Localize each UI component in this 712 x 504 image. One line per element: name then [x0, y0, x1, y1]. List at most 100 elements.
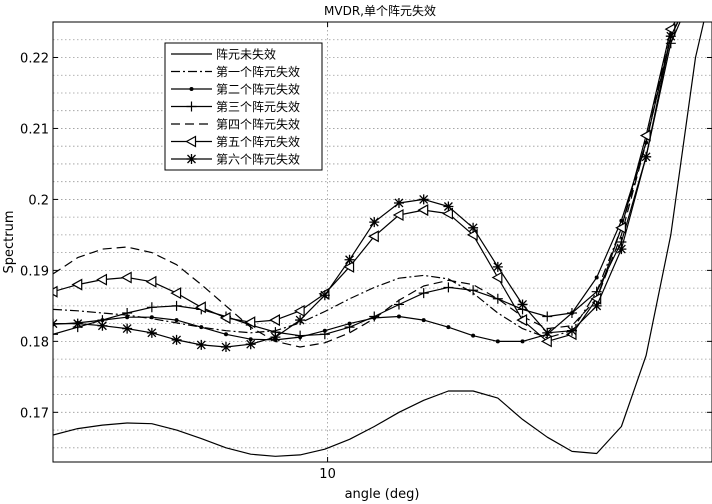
data-point — [96, 273, 108, 286]
data-point — [492, 293, 503, 304]
data-point — [619, 218, 624, 223]
legend-label: 第四个阵元失效 — [216, 117, 300, 132]
data-point — [270, 332, 281, 343]
data-point — [245, 339, 256, 350]
data-point — [468, 285, 479, 296]
data-point — [471, 333, 476, 338]
legend-label: 第三个阵元失效 — [216, 99, 300, 114]
data-point — [53, 329, 58, 340]
legend-entry: 第六个阵元失效 — [171, 152, 300, 167]
series-line — [53, 22, 679, 339]
legend-label: 第五个阵元失效 — [216, 134, 300, 149]
data-point — [591, 286, 602, 297]
data-point — [392, 209, 404, 222]
data-point — [542, 311, 553, 322]
data-point — [393, 299, 404, 310]
data-point — [171, 334, 182, 345]
series-2 — [53, 22, 679, 339]
legend-label: 阵元未失效 — [216, 47, 276, 62]
data-point — [566, 325, 577, 336]
data-point — [196, 339, 207, 350]
data-point — [516, 314, 528, 327]
legend-label: 第一个阵元失效 — [216, 64, 300, 79]
data-point — [185, 135, 197, 148]
data-point — [591, 300, 602, 311]
data-point — [199, 325, 204, 330]
plot-area — [53, 22, 712, 462]
data-point — [319, 290, 330, 301]
data-point — [641, 151, 652, 162]
x-tick-label: 10 — [319, 467, 336, 482]
data-point — [269, 314, 281, 327]
data-point — [421, 318, 426, 323]
legend-label: 第二个阵元失效 — [216, 82, 300, 97]
data-point — [295, 315, 306, 326]
legend-entry: 第三个阵元失效 — [171, 99, 300, 114]
data-point — [195, 301, 206, 314]
data-point — [344, 322, 355, 333]
data-point — [665, 31, 676, 42]
y-tick-label: 0.21 — [20, 122, 49, 137]
chart-title: MVDR,单个阵元失效 — [324, 3, 436, 18]
data-point — [122, 307, 133, 318]
data-point — [53, 285, 58, 298]
y-tick-label: 0.19 — [20, 264, 49, 279]
series-line — [53, 22, 705, 457]
data-point — [393, 197, 404, 208]
data-point — [417, 204, 429, 217]
data-point — [189, 87, 194, 91]
data-point — [368, 230, 379, 243]
data-point — [517, 299, 528, 310]
data-point — [396, 314, 401, 319]
data-point — [174, 318, 179, 323]
x-axis-label: angle (deg) — [345, 487, 420, 502]
data-point — [186, 101, 197, 112]
data-point — [492, 261, 503, 272]
data-point — [443, 282, 454, 293]
data-point — [145, 275, 157, 288]
data-point — [616, 244, 627, 255]
data-point — [495, 339, 500, 344]
data-point — [149, 315, 154, 320]
data-point — [344, 254, 355, 265]
y-tick-label: 0.17 — [20, 406, 49, 421]
data-point — [615, 221, 626, 234]
series-line — [53, 22, 679, 348]
series-line — [53, 22, 681, 337]
series-line — [53, 22, 676, 342]
data-point — [146, 302, 157, 313]
legend-entry: 第四个阵元失效 — [171, 117, 300, 132]
y-axis-label: Spectrum — [2, 211, 17, 274]
axis-ticks: 0.17 0.18 0.19 0.2 0.21 0.22 10 — [20, 22, 712, 482]
data-point — [594, 275, 599, 280]
series-line — [53, 22, 679, 342]
data-point — [468, 222, 479, 233]
data-point — [443, 201, 454, 212]
series-4 — [53, 22, 681, 341]
series-5 — [53, 22, 676, 348]
data-point — [491, 271, 503, 284]
series-group — [53, 22, 705, 457]
data-point — [220, 342, 231, 353]
data-point — [71, 278, 83, 291]
data-point — [244, 316, 256, 329]
y-tick-label: 0.2 — [28, 193, 49, 208]
series-line — [53, 22, 676, 348]
data-point — [295, 330, 306, 341]
data-point — [542, 327, 553, 338]
series-7 — [53, 22, 679, 353]
data-point — [541, 335, 552, 348]
series-1 — [53, 22, 705, 457]
data-point — [418, 288, 429, 299]
grid-lines — [53, 21, 712, 462]
data-point — [186, 154, 197, 164]
data-point — [122, 323, 133, 334]
data-point — [97, 320, 108, 331]
data-point — [146, 327, 157, 338]
data-point — [520, 339, 525, 344]
plot-frame — [52, 21, 712, 463]
data-point — [223, 332, 228, 337]
data-point — [170, 287, 182, 300]
data-point — [446, 325, 451, 330]
